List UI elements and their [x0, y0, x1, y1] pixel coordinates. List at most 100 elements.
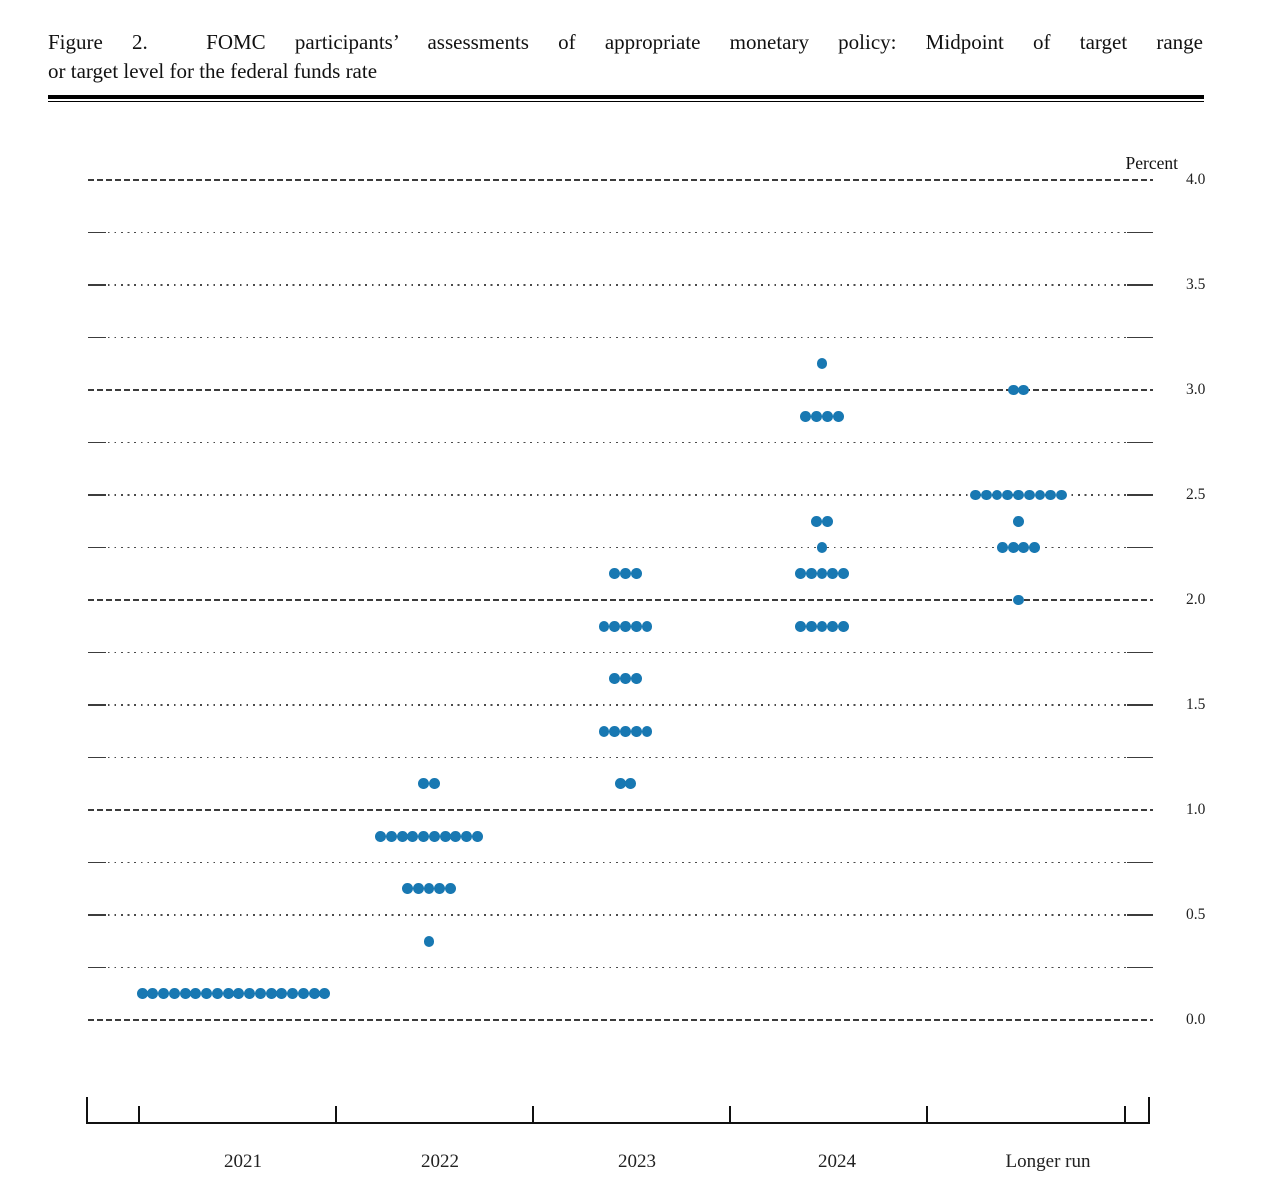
- gridline-minor: [88, 231, 1153, 234]
- x-category-label: Longer run: [1005, 1151, 1091, 1172]
- dot: [795, 568, 806, 580]
- dot: [190, 988, 202, 1000]
- dot: [609, 725, 621, 737]
- dot: [641, 620, 653, 632]
- dot: [598, 725, 610, 737]
- y-tick-label: 0.5: [1186, 906, 1206, 923]
- dot: [805, 568, 817, 580]
- x-category-label: 2022: [421, 1151, 459, 1172]
- dot: [308, 988, 320, 1000]
- x-category-label: 2024: [818, 1151, 856, 1172]
- dot: [811, 515, 823, 527]
- dot: [445, 883, 456, 895]
- dot: [428, 778, 440, 790]
- dot: [201, 988, 213, 1000]
- dot: [1034, 489, 1046, 501]
- gridline-major: [88, 179, 1153, 181]
- dot: [609, 568, 621, 580]
- dot: [795, 620, 806, 632]
- dot: [821, 515, 833, 527]
- title-rule-thick: [48, 95, 1204, 99]
- dot: [471, 830, 483, 842]
- dot: [620, 673, 631, 685]
- dot: [244, 988, 256, 1000]
- figure-title: Figure 2. FOMC participants’ assessments…: [48, 28, 1203, 86]
- gridline-minor: [88, 651, 1153, 654]
- dot: [375, 830, 387, 842]
- gridline-minor: [88, 704, 1153, 706]
- dot: [222, 988, 234, 1000]
- dot: [385, 830, 397, 842]
- dot: [838, 568, 849, 580]
- dot: [1018, 542, 1030, 553]
- gridline-minor: [88, 914, 1153, 916]
- dot: [412, 883, 424, 895]
- dot: [428, 830, 440, 842]
- dot: [598, 620, 610, 632]
- dot: [1013, 594, 1024, 606]
- gridline-major: [88, 1019, 1153, 1021]
- dot: [211, 988, 223, 1000]
- gridline-major: [88, 599, 1153, 601]
- x-axis-separator-tick: [926, 1106, 928, 1122]
- dot: [1007, 384, 1019, 396]
- dot: [620, 725, 631, 737]
- dot: [641, 725, 653, 737]
- dot: [418, 778, 430, 790]
- dot: [1007, 542, 1019, 553]
- dot: [434, 883, 446, 895]
- dot: [816, 568, 828, 580]
- dot: [147, 988, 159, 1000]
- dot: [319, 988, 331, 1000]
- dot: [980, 489, 992, 501]
- dot: [265, 988, 277, 1000]
- dot: [805, 620, 817, 632]
- dot: [609, 620, 621, 632]
- dot: [297, 988, 309, 1000]
- dot: [254, 988, 266, 1000]
- dot: [811, 410, 823, 422]
- dot: [625, 778, 637, 790]
- dot: [614, 778, 626, 790]
- gridline-minor: [88, 494, 1153, 496]
- dot: [832, 410, 844, 422]
- dot: [996, 542, 1008, 553]
- dot: [179, 988, 191, 1000]
- dot: [423, 883, 435, 895]
- dot: [418, 830, 430, 842]
- dot: [991, 489, 1003, 501]
- title-rule-thin: [48, 100, 1204, 102]
- x-axis-baseline: [86, 1122, 1150, 1124]
- figure-title-line1: Figure 2. FOMC participants’ assessments…: [48, 30, 1203, 54]
- dot: [287, 988, 299, 1000]
- dot: [396, 830, 408, 842]
- gridline-minor: [88, 284, 1153, 286]
- dot: [816, 620, 828, 632]
- gridline-major: [88, 389, 1153, 391]
- dot: [1045, 489, 1057, 501]
- y-tick-label: 1.0: [1186, 801, 1206, 818]
- gridline-major: [88, 809, 1153, 811]
- dot: [630, 568, 642, 580]
- dot: [816, 358, 828, 370]
- gridline-minor: [88, 336, 1153, 339]
- gridline-minor: [88, 441, 1153, 444]
- dot: [1023, 489, 1035, 501]
- dot: [407, 830, 419, 842]
- y-tick-label: 0.0: [1186, 1011, 1206, 1028]
- x-category-label: 2021: [224, 1151, 262, 1172]
- dot: [609, 673, 621, 685]
- dot: [970, 489, 981, 501]
- dot: [439, 830, 451, 842]
- dot: [838, 620, 849, 632]
- dot: [816, 542, 828, 553]
- x-axis-separator-tick: [532, 1106, 534, 1122]
- y-tick-label: 3.0: [1186, 381, 1206, 398]
- dot: [1029, 542, 1041, 553]
- x-axis-end-tick: [86, 1097, 88, 1122]
- dot: [1013, 515, 1024, 527]
- gridline-minor: [88, 756, 1153, 759]
- x-category-label: 2023: [618, 1151, 656, 1172]
